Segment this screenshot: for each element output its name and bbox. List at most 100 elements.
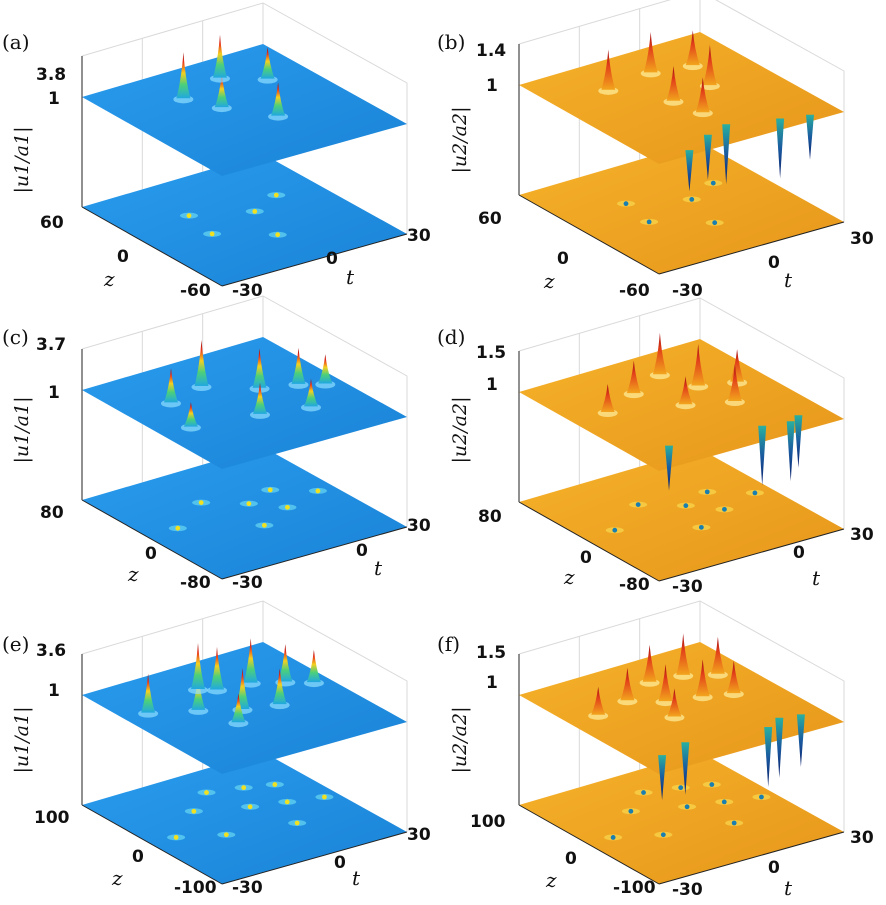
z-tick-base: 1 <box>48 383 60 403</box>
contour-plane <box>82 447 407 579</box>
contour-defect-core <box>273 192 279 198</box>
x-tick-right: 30 <box>407 226 431 246</box>
z-tick-max: 1.4 <box>476 41 506 61</box>
surface-peak <box>194 340 209 386</box>
panel-label: (f) <box>437 632 460 656</box>
surface-peak <box>652 332 667 375</box>
surface-peak <box>643 32 658 73</box>
contour-plane <box>519 142 844 274</box>
z-tick-max: 1.5 <box>476 343 506 363</box>
y-tick-bottom: -80 <box>180 573 211 593</box>
surface-peak <box>727 364 742 401</box>
contour-defect-core <box>646 219 652 225</box>
panel-c: (c) 3.7 1 |u1/a1| 80 0 -80 z -30 0 30 t <box>2 295 431 593</box>
surface-dip <box>681 742 690 795</box>
panel-f: (f) 1.5 1 |u2/a2| 100 0 -100 z -30 0 30 … <box>437 600 874 900</box>
contour-defect-core <box>272 782 278 787</box>
contour-plane <box>82 154 407 286</box>
contour-defect-core <box>684 804 690 810</box>
surface-plane <box>82 44 407 176</box>
plot-area <box>81 2 408 287</box>
panel-label: (e) <box>2 632 29 656</box>
surface-plane <box>519 32 844 164</box>
surface-peak <box>243 638 258 683</box>
y-tick-top: 100 <box>470 812 506 832</box>
contour-defect-core <box>252 209 258 214</box>
panel-a: (a) 3.8 1 |u1/a1| 60 0 -60 z -30 0 30 t <box>2 2 431 301</box>
y-axis-line <box>518 194 660 275</box>
surface-peak <box>214 73 229 108</box>
surface-dip <box>775 717 784 778</box>
contour-defect-core <box>191 808 197 814</box>
x-tick-left: -30 <box>672 281 703 301</box>
x-axis-line <box>221 526 408 580</box>
panel-label: (a) <box>2 30 30 54</box>
surface-dip <box>794 415 803 468</box>
surface-dip <box>764 727 773 787</box>
y-axis-line <box>81 499 223 580</box>
z-tick-max: 3.6 <box>36 641 66 661</box>
surface-peak <box>253 382 267 414</box>
surface-dip <box>665 445 673 491</box>
surface-peak <box>304 378 318 407</box>
y-axis-label: z <box>543 269 555 293</box>
contour-defect-core <box>612 527 618 533</box>
panel-label: (d) <box>437 325 465 349</box>
contour-defect-core <box>186 213 192 219</box>
y-tick-bottom: -100 <box>174 878 217 898</box>
surface-dip <box>758 425 767 486</box>
y-axis-line <box>81 804 223 885</box>
contour-defect-core <box>759 794 764 800</box>
contour-defect-core <box>683 503 689 509</box>
surface-dip <box>722 124 731 185</box>
x-tick-mid: 0 <box>768 858 780 878</box>
y-tick-mid: 0 <box>132 847 144 867</box>
z-axis-label: |u2/a2| <box>449 397 471 464</box>
surface-peak <box>667 688 682 717</box>
y-axis-label: z <box>545 868 557 892</box>
contour-defect-core <box>285 504 290 510</box>
surface-peak <box>678 376 693 405</box>
surface-peak <box>730 349 745 382</box>
contour-defect-core <box>678 785 684 791</box>
contour-defect-core <box>173 835 179 840</box>
surface-peak <box>658 664 673 702</box>
contour-defect-core <box>722 506 727 512</box>
x-tick-left: -30 <box>232 573 263 593</box>
surface-peak <box>691 344 706 386</box>
contour-plane <box>519 752 844 884</box>
contour-defect-core <box>267 487 273 493</box>
z-tick-max: 3.7 <box>36 335 66 355</box>
surface-peak <box>626 360 641 394</box>
surface-peak <box>252 348 267 388</box>
surface-peak <box>213 34 227 78</box>
z-tick-base: 1 <box>486 375 498 395</box>
y-tick-top: 60 <box>478 209 502 229</box>
surface-dip <box>786 421 795 482</box>
surface-peak <box>141 673 156 713</box>
z-axis-label: |u1/a1| <box>11 707 33 774</box>
contour-defect-core <box>315 488 321 494</box>
y-axis-label: z <box>127 562 139 586</box>
contour-defect-core <box>294 820 300 826</box>
x-tick-left: -30 <box>672 577 703 597</box>
x-axis-line <box>658 221 845 275</box>
contour-defect-core <box>641 790 646 795</box>
y-tick-top: 100 <box>34 808 70 828</box>
panel-d: (d) 1.5 1 |u2/a2| 80 0 -80 z -30 0 30 t <box>437 297 874 597</box>
contour-defect-core <box>660 832 666 838</box>
z-axis-label: |u1/a1| <box>11 397 33 464</box>
surface-peak <box>591 686 606 715</box>
contour-defect-core <box>709 782 715 787</box>
contour-defect-core <box>698 524 704 530</box>
contour-defect-core <box>752 490 758 496</box>
surface-dip <box>776 118 785 179</box>
y-tick-bottom: -60 <box>180 281 211 301</box>
x-axis-label: t <box>784 876 793 900</box>
x-tick-mid: 0 <box>334 853 346 873</box>
x-tick-right: 30 <box>850 828 874 848</box>
surface-dip <box>796 714 805 767</box>
z-tick-max: 1.5 <box>476 643 506 663</box>
contour-defect-core <box>241 785 247 791</box>
x-axis-line <box>221 831 408 885</box>
